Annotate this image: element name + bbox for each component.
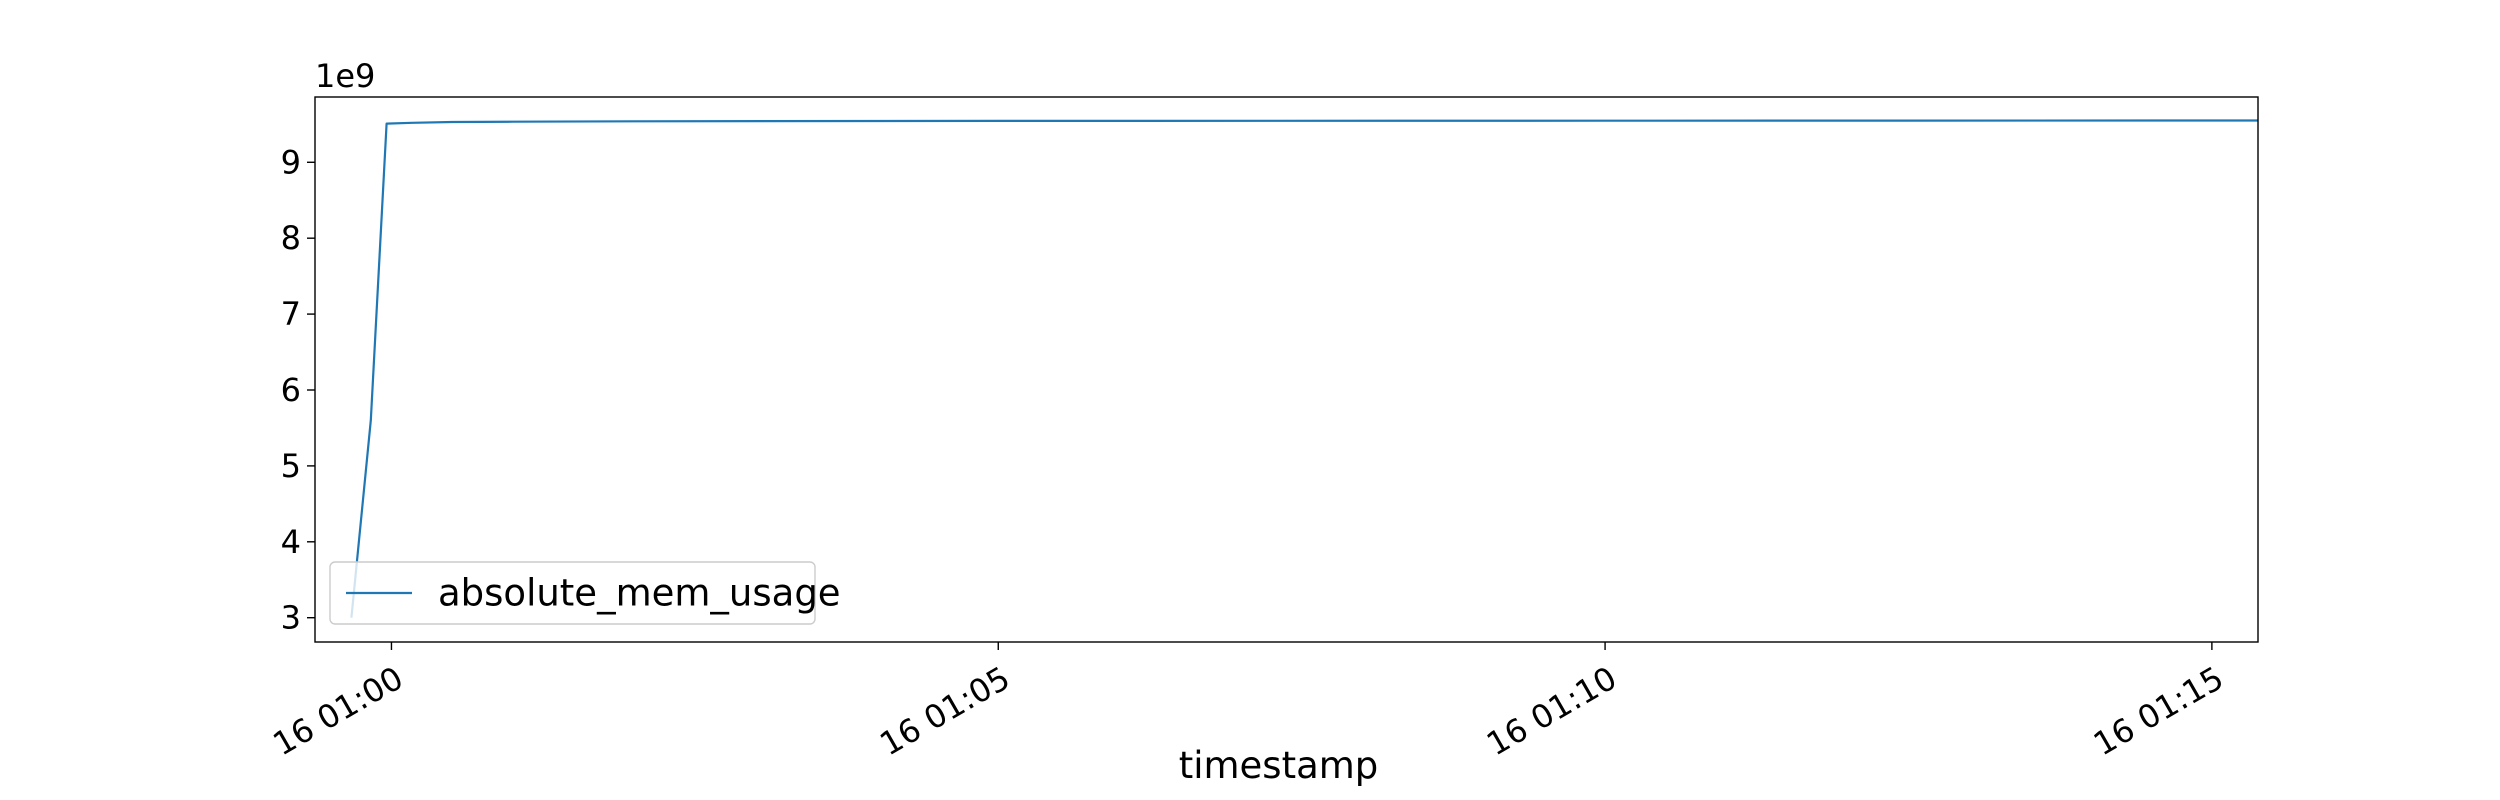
y-tick-label: 5 [281,447,301,485]
series-layer [350,119,2259,618]
plot-frame [314,96,2259,643]
y-tick-label: 6 [281,371,301,409]
x-axis-title: timestamp [1179,744,1379,787]
series-line-absolute_mem_usage [350,119,2259,618]
y-tick-label: 9 [281,143,301,181]
y-tick-label: 3 [281,599,301,637]
y-axis-offset-label: 1e9 [315,57,375,95]
y-tick-label: 8 [281,219,301,257]
y-axis: 3 4 5 6 7 8 9 [281,143,315,637]
legend: absolute_mem_usage [329,561,841,625]
legend-box [329,561,816,625]
y-tick-label: 7 [281,295,301,333]
legend-label: absolute_mem_usage [438,572,841,615]
y-tick-label: 4 [281,523,301,561]
